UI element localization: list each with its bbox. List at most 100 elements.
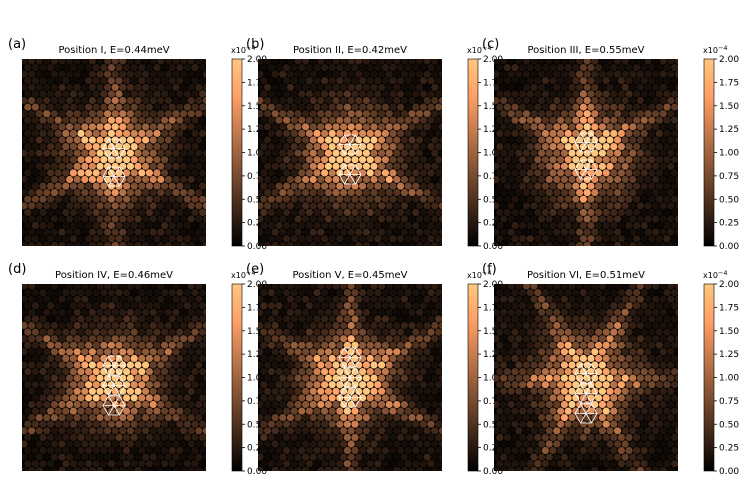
heatmap-cell — [347, 70, 355, 78]
heatmap-cell — [283, 195, 291, 203]
heatmap-cell — [180, 466, 188, 471]
heatmap-cell — [385, 400, 393, 409]
colorbar-tick-label: 0.00 — [247, 242, 267, 252]
heatmap-cell — [557, 116, 565, 124]
heatmap-cell — [572, 64, 580, 72]
heatmap-cell — [549, 446, 557, 455]
heatmap-cell — [164, 149, 172, 157]
heatmap-cell — [496, 446, 504, 455]
heatmap-cell — [145, 169, 153, 177]
heatmap-cell — [164, 414, 172, 422]
heatmap-cell — [313, 156, 321, 164]
heatmap-cell — [435, 208, 442, 216]
hexagon-diagonal — [344, 164, 356, 185]
heatmap-cell — [519, 64, 527, 72]
heatmap-cell — [123, 341, 131, 349]
heatmap-cell — [88, 189, 96, 197]
heatmap-cell — [397, 129, 405, 137]
heatmap-cell — [557, 169, 565, 177]
heatmap-cell — [389, 116, 397, 124]
heatmap-cell — [309, 361, 317, 369]
heatmap-cell — [591, 189, 599, 197]
heatmap-cell — [317, 440, 325, 448]
heatmap-cell — [381, 315, 389, 323]
heatmap-cell — [351, 90, 359, 98]
heatmap-cell — [397, 208, 405, 216]
heatmap-cell — [416, 400, 424, 409]
heatmap-cell — [572, 420, 580, 428]
heatmap-cell — [621, 96, 629, 105]
heatmap-cell — [35, 110, 43, 118]
heatmap-cell — [119, 215, 127, 223]
heatmap-cell — [598, 136, 607, 144]
heatmap-cell — [511, 420, 519, 428]
heatmap-cell — [138, 90, 146, 98]
heatmap-cell — [340, 70, 348, 78]
heatmap-cell — [104, 308, 112, 316]
heatmap-cell — [39, 235, 47, 243]
heatmap-cell — [389, 103, 397, 111]
heatmap-cell — [96, 110, 104, 118]
heatmap-cell — [587, 235, 595, 243]
heatmap-cell — [309, 241, 317, 246]
heatmap-cell — [107, 433, 115, 441]
heatmap-cell — [286, 175, 294, 184]
heatmap-cell — [522, 361, 531, 369]
heatmap-cell — [636, 162, 645, 170]
heatmap-cell — [343, 195, 351, 203]
heatmap-cell — [123, 446, 131, 455]
heatmap-cell — [324, 228, 332, 236]
heatmap-cell — [606, 387, 614, 395]
heatmap-cell — [636, 202, 645, 210]
heatmap-cell — [275, 302, 283, 310]
heatmap-cell — [640, 354, 648, 362]
heatmap-cell — [636, 295, 645, 303]
heatmap-cell — [610, 195, 618, 203]
heatmap-cell — [264, 400, 272, 409]
heatmap-cell — [412, 116, 420, 124]
heatmap-cell — [343, 302, 351, 310]
heatmap-cell — [157, 162, 165, 170]
heatmap-cell — [393, 123, 401, 131]
heatmap-cell — [412, 143, 420, 151]
heatmap-cell — [572, 143, 580, 151]
heatmap-cell — [54, 328, 62, 336]
heatmap-cell — [286, 400, 294, 409]
heatmap-cell — [557, 156, 565, 164]
heatmap-cell — [50, 59, 58, 65]
heatmap-cell — [400, 110, 408, 118]
heatmap-cell — [66, 466, 74, 471]
heatmap-cell — [145, 235, 153, 243]
heatmap-cell — [24, 116, 32, 124]
heatmap-cell — [534, 460, 542, 468]
heatmap-cell — [636, 149, 645, 157]
heatmap-cell — [145, 77, 153, 85]
heatmap-cell — [309, 70, 317, 78]
heatmap-cell — [576, 308, 584, 316]
heatmap-cell — [271, 162, 279, 170]
heatmap-cell — [191, 341, 199, 349]
heatmap-cell — [187, 466, 195, 471]
heatmap-cell — [302, 59, 310, 65]
heatmap-cell — [264, 136, 272, 144]
heatmap-cell — [28, 59, 36, 65]
heatmap-cell — [587, 182, 595, 190]
heatmap-cell — [77, 433, 85, 441]
heatmap-cell — [545, 295, 553, 303]
heatmap-cell — [602, 381, 610, 389]
heatmap-cell — [404, 195, 412, 203]
heatmap-cell — [526, 368, 534, 376]
heatmap-cell — [85, 446, 93, 455]
heatmap-cell — [66, 110, 74, 118]
lattice-overlay — [102, 355, 126, 416]
heatmap-cell — [636, 361, 645, 369]
colorbar-tick-label: 1.50 — [483, 102, 503, 112]
heatmap-cell — [176, 116, 184, 124]
heatmap-cell — [81, 321, 89, 330]
heatmap-cell — [674, 96, 678, 105]
heatmap-cell — [614, 295, 622, 303]
heatmap-cell — [355, 414, 363, 422]
heatmap-cell — [435, 407, 442, 415]
heatmap-cell — [183, 77, 191, 85]
heatmap-cell — [397, 433, 405, 441]
